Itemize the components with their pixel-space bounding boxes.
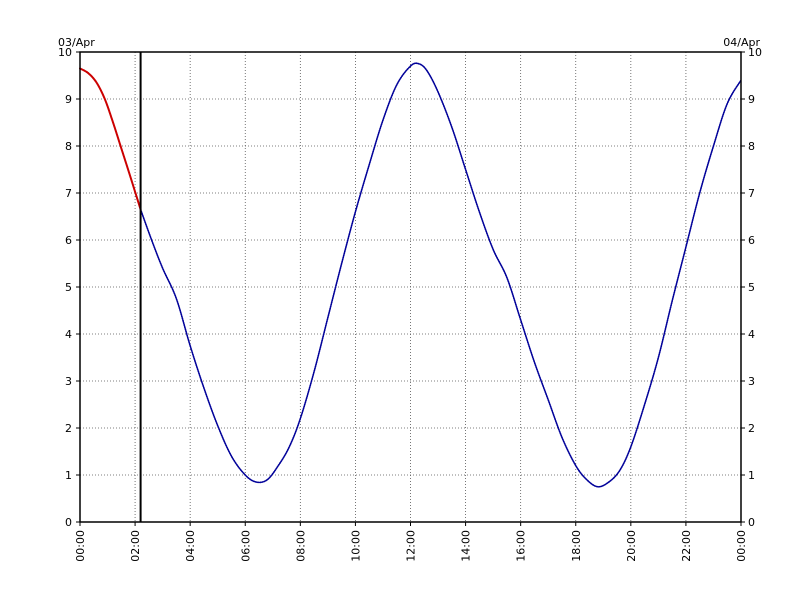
x-tick-label: 14:00 bbox=[460, 530, 473, 562]
series-predicted-line bbox=[139, 62, 742, 488]
y-tick-label-right: 9 bbox=[748, 93, 755, 106]
y-tick-label-left: 1 bbox=[65, 469, 72, 482]
series-observed-line bbox=[79, 67, 142, 211]
x-axis: 00:00 02:00 04:00 06:00 08:00 10:00 12:00 14:00… bbox=[74, 522, 748, 562]
x-tick-label: 04:00 bbox=[184, 530, 197, 562]
y-tick-label-right: 8 bbox=[748, 140, 755, 153]
y-tick-label-right: 7 bbox=[748, 187, 755, 200]
y-tick-label-left: 3 bbox=[65, 375, 72, 388]
y-tick-label-left: 5 bbox=[65, 281, 72, 294]
y-tick-label-left: 9 bbox=[65, 93, 72, 106]
y-tick-label-right: 3 bbox=[748, 375, 755, 388]
x-tick-label: 18:00 bbox=[570, 530, 583, 562]
y-tick-label-left: 10 bbox=[58, 46, 72, 59]
y-tick-label-left: 2 bbox=[65, 422, 72, 435]
y-tick-label-right: 4 bbox=[748, 328, 755, 341]
y-tick-label-right: 1 bbox=[748, 469, 755, 482]
y-tick-label-right: 6 bbox=[748, 234, 755, 247]
x-tick-label: 06:00 bbox=[239, 530, 252, 562]
series-layer bbox=[79, 62, 742, 488]
y-tick-label-right: 10 bbox=[748, 46, 762, 59]
y-tick-label-left: 0 bbox=[65, 516, 72, 529]
y-tick-label-left: 4 bbox=[65, 328, 72, 341]
date-label-right: 04/Apr bbox=[723, 36, 760, 49]
y-axis-left: 0 1 2 3 4 5 6 7 8 9 10 bbox=[58, 46, 80, 529]
x-tick-label: 16:00 bbox=[515, 530, 528, 562]
y-tick-label-left: 6 bbox=[65, 234, 72, 247]
y-axis-right: 0 1 2 3 4 5 6 7 8 9 10 bbox=[741, 46, 762, 529]
x-tick-label: 22:00 bbox=[680, 530, 693, 562]
y-tick-label-right: 2 bbox=[748, 422, 755, 435]
x-tick-label: 10:00 bbox=[349, 530, 362, 562]
x-tick-label: 08:00 bbox=[294, 530, 307, 562]
grid-lines bbox=[80, 52, 741, 522]
y-tick-label-left: 8 bbox=[65, 140, 72, 153]
x-tick-label: 02:00 bbox=[129, 530, 142, 562]
y-tick-label-left: 7 bbox=[65, 187, 72, 200]
x-tick-label: 00:00 bbox=[735, 530, 748, 562]
x-tick-label: 12:00 bbox=[405, 530, 418, 562]
y-tick-label-right: 5 bbox=[748, 281, 755, 294]
y-tick-label-right: 0 bbox=[748, 516, 755, 529]
x-tick-label: 00:00 bbox=[74, 530, 87, 562]
x-tick-label: 20:00 bbox=[625, 530, 638, 562]
date-label-left: 03/Apr bbox=[58, 36, 95, 49]
